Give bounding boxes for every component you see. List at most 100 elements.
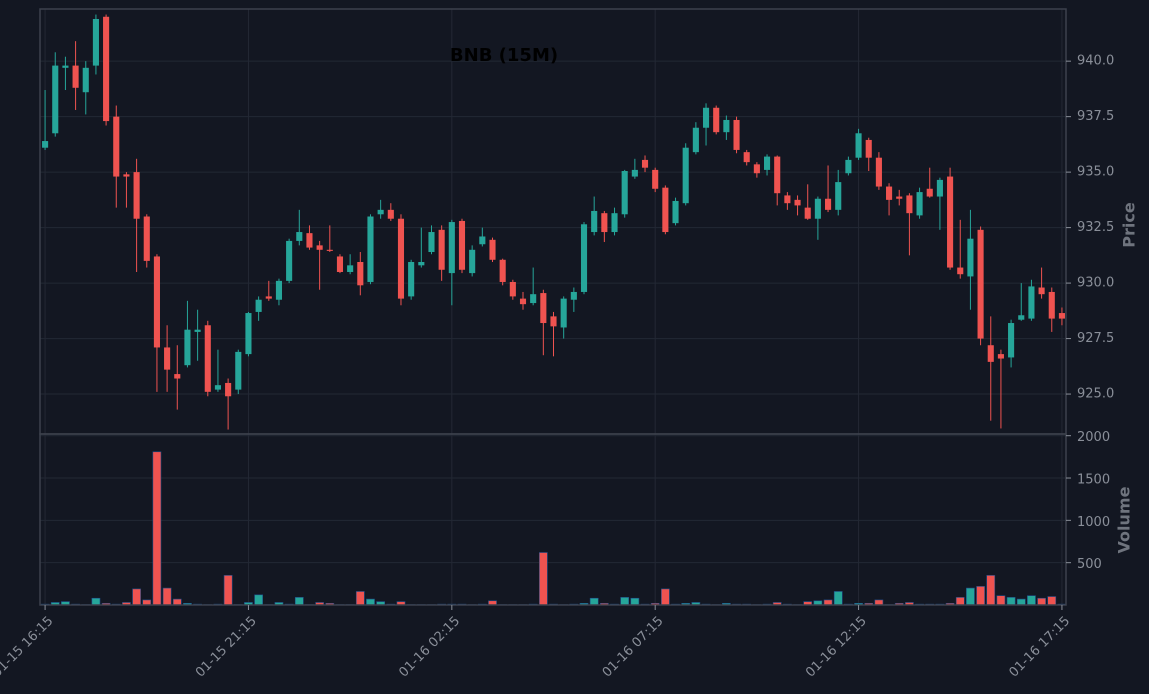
candle-body (814, 198, 821, 219)
candle-body (987, 345, 994, 362)
candle-body (621, 171, 628, 215)
candle-body (286, 240, 293, 281)
candle-body (1018, 315, 1025, 320)
volume-bar (91, 597, 101, 606)
candle-body (316, 245, 323, 250)
candle-body (1028, 286, 1035, 319)
candle-body (164, 347, 171, 370)
volume-bar (223, 575, 233, 606)
candle-body (957, 267, 964, 275)
volume-bar (1037, 597, 1046, 606)
candle-body (448, 222, 455, 274)
candle-body (306, 233, 313, 248)
candle-body (601, 213, 608, 233)
volume-bar (294, 597, 304, 606)
candle-body (763, 156, 771, 170)
y-tick-label: 940.0 (1077, 54, 1114, 69)
candle-body (591, 210, 598, 233)
candle-body (245, 313, 252, 355)
candle-body (560, 298, 567, 328)
candle-body (408, 262, 415, 297)
candle-body (713, 107, 720, 133)
candle-body (265, 296, 272, 299)
candle-body (377, 209, 384, 215)
x-tick-label: 01-16 17:15 (1007, 614, 1074, 681)
volume-bar (152, 451, 162, 606)
candle-body (153, 256, 160, 348)
volume-bar (538, 552, 548, 606)
candle-body (499, 259, 506, 282)
x-tick-label: 01-16 02:15 (396, 614, 463, 681)
candle-body (977, 229, 984, 339)
candle-body (936, 179, 943, 197)
candle-body (845, 159, 852, 174)
candle-body (662, 187, 669, 233)
volume-bar (661, 588, 670, 606)
x-tick-label: 01-16 12:15 (803, 614, 870, 681)
candle-body (113, 116, 120, 177)
y-tick-label: 925.0 (1077, 387, 1114, 402)
candle-body (825, 198, 832, 210)
candle-body (570, 291, 577, 300)
candle-body (194, 329, 201, 332)
volume-bar (1047, 596, 1057, 606)
candle-body (336, 256, 344, 272)
candle-body (865, 139, 872, 158)
volume-bar (366, 598, 375, 606)
volume-bar (1016, 598, 1026, 606)
candle-body (835, 182, 842, 210)
candle-body (225, 382, 232, 397)
volume-bar (589, 597, 599, 606)
candle-body (103, 16, 110, 122)
y-tick-label: 937.5 (1077, 109, 1114, 124)
candle-body (42, 141, 49, 148)
candle-body (672, 200, 679, 224)
candle-body (428, 232, 435, 253)
y-tick-label: 932.5 (1077, 220, 1114, 235)
candle-body (418, 262, 425, 266)
candle-body (906, 195, 913, 214)
volume-bar (630, 597, 640, 606)
candle-body (479, 236, 486, 245)
volume-bar (833, 591, 843, 606)
candle-body (174, 374, 181, 379)
y-tick-label: 935.0 (1077, 165, 1114, 180)
candle-body (967, 238, 974, 277)
volume-bar (172, 598, 182, 606)
candle-body (896, 196, 903, 199)
candle-body (550, 316, 557, 327)
candle-body (733, 119, 740, 150)
candle-body (82, 67, 89, 93)
candle-body (275, 280, 283, 300)
candle-body (469, 249, 476, 274)
candle-body (926, 188, 933, 197)
candle-body (652, 169, 659, 189)
volume-bar (355, 591, 365, 606)
volume-bar (996, 595, 1006, 606)
y-tick-label: 930.0 (1077, 276, 1114, 291)
candle-body (723, 119, 730, 133)
candle-body (540, 293, 547, 324)
y-tick-label: 927.5 (1077, 331, 1114, 346)
volume-axis-label: Volume (1115, 486, 1134, 553)
candle-body (184, 329, 191, 366)
candle-body (743, 152, 750, 163)
volume-bar (162, 587, 172, 606)
candle-body (530, 294, 537, 304)
volume-bar (966, 587, 975, 606)
candle-body (947, 176, 954, 268)
candle-body (143, 216, 150, 261)
volume-bar (1006, 597, 1016, 606)
candle-body (214, 385, 221, 390)
y-axis-label: Price (1120, 202, 1139, 248)
candle-body (784, 195, 791, 204)
volume-bar (874, 599, 884, 606)
candle-body (458, 220, 466, 270)
candle-body (682, 147, 689, 204)
candle-body (296, 232, 303, 241)
candle-body (204, 325, 211, 392)
volume-panel (40, 434, 1066, 605)
candle-body (753, 164, 760, 174)
candle-body (886, 186, 893, 200)
